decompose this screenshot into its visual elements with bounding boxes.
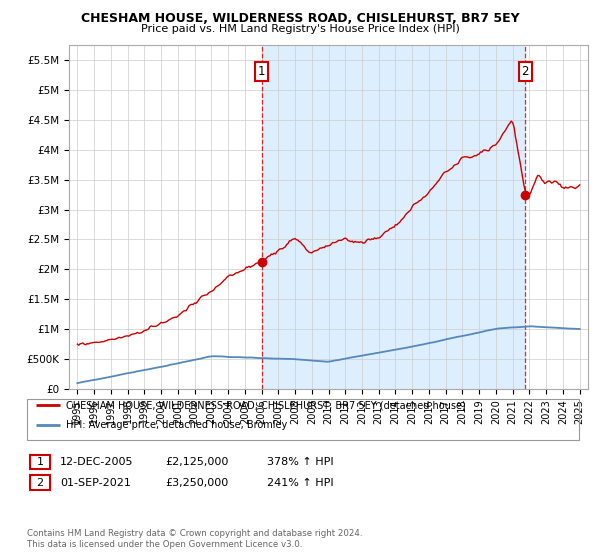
Text: 2: 2 [521,66,529,78]
Text: £3,250,000: £3,250,000 [165,478,228,488]
Text: 2: 2 [37,478,43,488]
Text: HPI: Average price, detached house, Bromley: HPI: Average price, detached house, Brom… [66,420,287,430]
Text: 01-SEP-2021: 01-SEP-2021 [60,478,131,488]
Text: £2,125,000: £2,125,000 [165,457,229,467]
Text: 1: 1 [258,66,265,78]
Text: 378% ↑ HPI: 378% ↑ HPI [267,457,334,467]
Text: 12-DEC-2005: 12-DEC-2005 [60,457,133,467]
Bar [262,45,525,389]
Text: 241% ↑ HPI: 241% ↑ HPI [267,478,334,488]
Text: Price paid vs. HM Land Registry's House Price Index (HPI): Price paid vs. HM Land Registry's House … [140,24,460,34]
Text: Contains HM Land Registry data © Crown copyright and database right 2024.
This d: Contains HM Land Registry data © Crown c… [27,529,362,549]
Text: 1: 1 [37,457,43,467]
Text: CHESHAM HOUSE, WILDERNESS ROAD, CHISLEHURST, BR7 5EY (detached house): CHESHAM HOUSE, WILDERNESS ROAD, CHISLEHU… [66,400,466,410]
Text: CHESHAM HOUSE, WILDERNESS ROAD, CHISLEHURST, BR7 5EY: CHESHAM HOUSE, WILDERNESS ROAD, CHISLEHU… [80,12,520,25]
